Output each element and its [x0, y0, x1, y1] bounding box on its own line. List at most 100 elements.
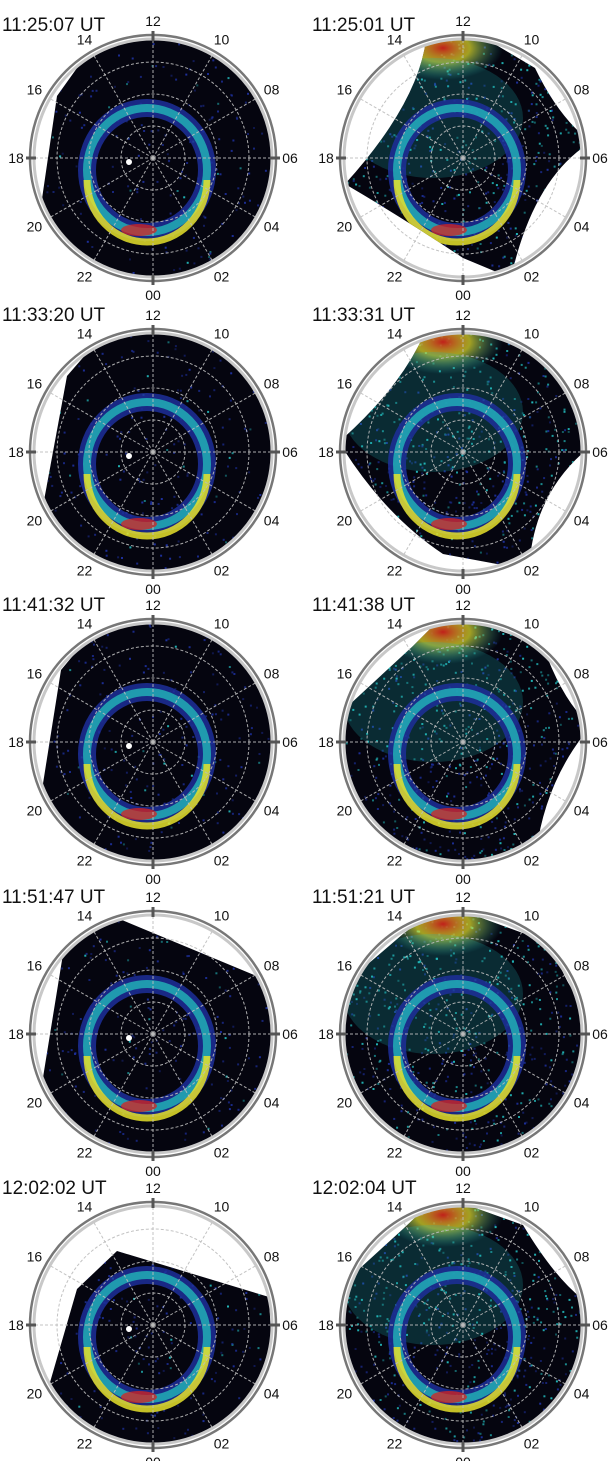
panel-p3: 12 10 08 06 04 02 00 22 20 18 16 14 [8, 307, 298, 597]
mlt-label: 04 [574, 1386, 590, 1402]
latitude-circle [88, 1260, 218, 1390]
mlt-label: 14 [77, 31, 93, 47]
mlt-label: 14 [387, 31, 403, 47]
mlt-label: 10 [214, 907, 230, 923]
mlt-label: 00 [455, 581, 471, 597]
panel-image [34, 333, 272, 571]
timestamp-label: 11:41:32 UT [2, 595, 106, 616]
mlt-label: 12 [455, 307, 471, 323]
mlt-label: 12 [145, 597, 161, 613]
mlt-label: 22 [77, 269, 93, 285]
latitude-circle [398, 677, 528, 807]
mlt-label: 16 [27, 82, 43, 98]
mlt-label: 04 [264, 803, 280, 819]
timestamp-label: 11:33:31 UT [312, 305, 416, 326]
mlt-label: 12 [455, 1180, 471, 1196]
mlt-label: 16 [337, 82, 353, 98]
mlt-label: 00 [145, 287, 161, 303]
station-dot [126, 1035, 132, 1041]
station-dot [126, 159, 132, 165]
mlt-label: 14 [77, 615, 93, 631]
mlt-label: 22 [387, 563, 403, 579]
imager-footprint [344, 333, 582, 570]
mlt-label: 20 [27, 803, 43, 819]
mlt-label: 08 [264, 1249, 280, 1265]
mlt-label: 14 [387, 1198, 403, 1214]
mlt-label: 12 [455, 13, 471, 29]
mlt-label: 12 [455, 597, 471, 613]
mlt-label: 18 [318, 734, 334, 750]
latitude-circle [398, 1260, 528, 1390]
mlt-label: 10 [524, 907, 540, 923]
mlt-label: 02 [214, 563, 230, 579]
mlt-label: 04 [574, 219, 590, 235]
mlt-label: 22 [387, 1436, 403, 1452]
mlt-label: 06 [282, 1026, 298, 1042]
mlt-label: 02 [214, 853, 230, 869]
mlt-label: 04 [574, 1095, 590, 1111]
dayside-glow [383, 623, 503, 664]
mlt-label: 18 [8, 444, 24, 460]
mlt-label: 04 [264, 219, 280, 235]
mlt-label: 20 [27, 513, 43, 529]
mlt-label: 08 [264, 82, 280, 98]
mlt-label: 20 [337, 1095, 353, 1111]
mlt-label: 04 [574, 803, 590, 819]
mlt-label: 02 [524, 269, 540, 285]
mlt-label: 14 [387, 907, 403, 923]
mlt-label: 18 [8, 1317, 24, 1333]
mlt-label: 10 [214, 615, 230, 631]
mlt-label: 12 [145, 307, 161, 323]
mlt-label: 08 [264, 666, 280, 682]
mlt-label: 06 [282, 1317, 298, 1333]
latitude-circle [88, 677, 218, 807]
timestamp-label: 12:02:02 UT [2, 1178, 107, 1199]
mlt-label: 00 [455, 1454, 471, 1461]
mlt-label: 02 [524, 1436, 540, 1452]
latitude-circle [398, 93, 528, 223]
latitude-circle [398, 969, 528, 1099]
mlt-label: 06 [592, 1317, 608, 1333]
mlt-label: 08 [574, 958, 590, 974]
latitude-circle [88, 969, 218, 1099]
mlt-label: 00 [145, 1163, 161, 1179]
mlt-label: 08 [574, 666, 590, 682]
mlt-label: 20 [337, 1386, 353, 1402]
station-dot [126, 1326, 132, 1332]
mlt-label: 04 [264, 1386, 280, 1402]
mlt-label: 16 [27, 958, 43, 974]
dayside-glow [383, 333, 503, 374]
mlt-label: 16 [27, 376, 43, 392]
mlt-label: 22 [387, 853, 403, 869]
mlt-label: 06 [592, 1026, 608, 1042]
mlt-label: 18 [318, 1317, 334, 1333]
mlt-label: 12 [145, 889, 161, 905]
mlt-label: 10 [524, 1198, 540, 1214]
mlt-label: 18 [318, 444, 334, 460]
mlt-label: 14 [387, 615, 403, 631]
panel-image [344, 915, 582, 1153]
mlt-label: 18 [318, 1026, 334, 1042]
panel-p8: 12 10 08 06 04 02 00 22 20 18 16 14 [318, 889, 608, 1179]
mlt-label: 14 [77, 907, 93, 923]
imager-footprint [34, 915, 272, 1153]
mlt-label: 04 [264, 513, 280, 529]
mlt-label: 22 [77, 1145, 93, 1161]
mlt-label: 04 [264, 1095, 280, 1111]
mlt-label: 04 [574, 513, 590, 529]
mlt-label: 02 [214, 1145, 230, 1161]
mlt-label: 12 [145, 13, 161, 29]
mlt-label: 22 [77, 563, 93, 579]
mlt-label: 06 [592, 444, 608, 460]
mlt-label: 22 [387, 1145, 403, 1161]
mlt-label: 08 [574, 376, 590, 392]
latitude-circle [398, 387, 528, 517]
mlt-label: 06 [282, 734, 298, 750]
timestamp-label: 11:51:21 UT [312, 887, 416, 908]
mlt-label: 06 [282, 444, 298, 460]
timestamp-label: 11:25:07 UT [2, 15, 106, 36]
mlt-label: 00 [455, 1163, 471, 1179]
mlt-label: 10 [214, 1198, 230, 1214]
mlt-label: 02 [214, 1436, 230, 1452]
timestamp-label: 11:51:47 UT [2, 887, 106, 908]
